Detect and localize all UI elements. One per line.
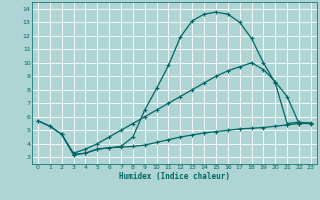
X-axis label: Humidex (Indice chaleur): Humidex (Indice chaleur) xyxy=(119,172,230,181)
